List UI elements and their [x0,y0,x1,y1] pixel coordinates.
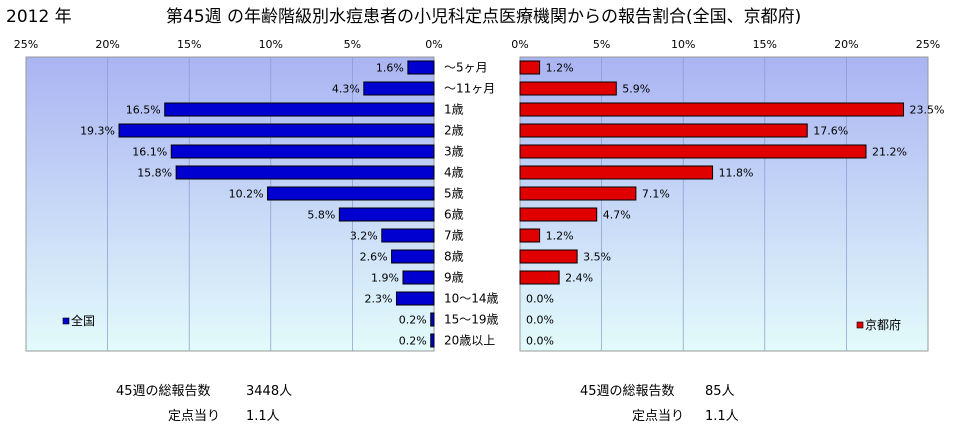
national-per-value: 1.1人 [246,409,280,424]
tick-label-right: 15% [753,38,777,51]
tick-label-right: 25% [916,38,940,51]
chart-year: 2012 年 [6,7,72,27]
category-label: ～5ヶ月 [444,61,488,75]
data-label-national: 2.6% [360,251,388,264]
bar-national [381,228,435,243]
category-label: 2歳 [444,124,464,138]
tick-label-left: 10% [259,38,283,51]
data-label-national: 0.2% [399,335,427,348]
data-label-national: 4.3% [332,83,360,96]
bar-kyoto [519,81,617,96]
bar-national [267,186,435,201]
category-label: 1歳 [444,103,464,117]
category-label: 9歳 [444,271,464,285]
data-label-national: 16.5% [126,104,161,117]
legend-swatch-national [62,317,70,325]
category-label: 20歳以上 [444,334,495,348]
national-per-label: 定点当り [168,409,221,424]
bar-national [175,165,435,180]
data-label-kyoto: 23.5% [910,104,945,117]
kyoto-per-value: 1.1人 [705,409,739,424]
tick-label-right: 5% [593,38,610,51]
data-label-kyoto: 4.7% [603,209,631,222]
bar-kyoto [519,207,598,222]
data-label-national: 19.3% [80,125,115,138]
data-label-kyoto: 1.2% [546,62,574,75]
data-label-national: 2.3% [365,293,393,306]
bar-national [338,207,435,222]
data-label-national: 0.2% [399,314,427,327]
data-label-national: 1.6% [376,62,404,75]
data-label-kyoto: 21.2% [872,146,907,159]
tick-label-right: 20% [834,38,858,51]
data-label-national: 3.2% [350,230,378,243]
data-label-national: 1.9% [371,272,399,285]
bar-national [430,312,435,327]
data-label-kyoto: 1.2% [546,230,574,243]
bar-national [363,81,435,96]
legend-swatch-kyoto [856,321,864,329]
national-total-value: 3448人 [246,384,293,399]
data-label-national: 10.2% [229,188,264,201]
bar-kyoto [519,165,714,180]
kyoto-total-label: 45週の総報告数 [580,384,675,399]
data-label-national: 16.1% [132,146,167,159]
chart-title: 第45週 の年齢階級別水痘患者の小児科定点医療機関からの報告割合(全国、京都府) [166,7,802,27]
bar-national [391,249,435,264]
data-label-kyoto: 2.4% [565,272,593,285]
bar-kyoto [519,60,541,75]
tick-label-left: 25% [14,38,38,51]
legend-label-kyoto: 京都府 [865,317,901,332]
data-label-kyoto: 0.0% [526,314,554,327]
data-label-kyoto: 17.6% [813,125,848,138]
data-label-kyoto: 7.1% [642,188,670,201]
category-label: 15～19歳 [444,313,499,327]
kyoto-per-label: 定点当り [632,409,685,424]
tick-label-left: 0% [425,38,442,51]
category-label: 3歳 [444,145,464,159]
data-label-kyoto: 0.0% [526,335,554,348]
bar-national [395,291,435,306]
bar-national [118,123,435,138]
tick-label-left: 20% [95,38,119,51]
category-label: 7歳 [444,229,464,243]
category-label: 6歳 [444,208,464,222]
data-label-kyoto: 0.0% [526,293,554,306]
tick-label-left: 5% [344,38,361,51]
bar-kyoto [519,102,905,117]
legend-label-national: 全国 [71,313,95,328]
category-label: 8歳 [444,250,464,264]
bar-kyoto [519,228,541,243]
data-label-kyoto: 5.9% [622,83,650,96]
bar-kyoto [519,123,808,138]
national-total-label: 45週の総報告数 [116,384,211,399]
data-label-kyoto: 3.5% [583,251,611,264]
bar-national [402,270,435,285]
plot-area-right [519,56,929,352]
category-label: ～11ヶ月 [444,82,495,96]
category-label: 10～14歳 [444,292,499,306]
bar-kyoto [519,186,637,201]
kyoto-total-value: 85人 [705,384,735,399]
bar-national [164,102,435,117]
tick-label-right: 0% [511,38,528,51]
tick-label-right: 10% [671,38,695,51]
data-label-national: 15.8% [137,167,172,180]
data-label-kyoto: 11.8% [719,167,754,180]
bar-national [430,333,435,348]
bar-national [170,144,435,159]
tick-label-left: 15% [177,38,201,51]
bar-kyoto [519,249,578,264]
data-label-national: 5.8% [307,209,335,222]
category-label: 4歳 [444,166,464,180]
category-label: 5歳 [444,187,464,201]
bar-kyoto [519,144,867,159]
plot-area-left [25,56,435,352]
bar-national [407,60,435,75]
bar-kyoto [519,270,560,285]
